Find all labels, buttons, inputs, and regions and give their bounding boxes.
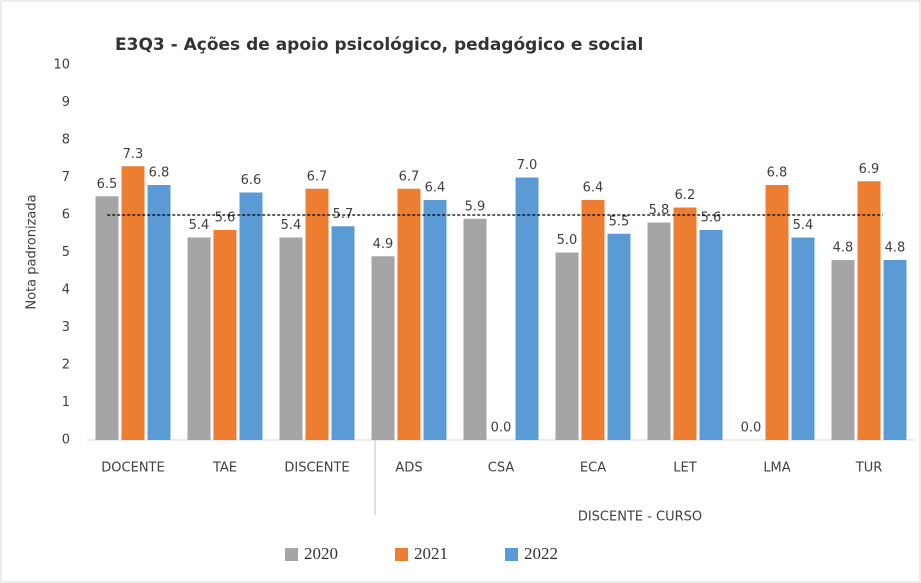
data-label: 0.0 [491, 421, 512, 436]
bar [397, 188, 421, 440]
data-label: 5.4 [793, 218, 814, 233]
x-tick-label: ADS [395, 461, 422, 476]
y-tick-label: 4 [62, 283, 70, 298]
y-tick-label: 10 [53, 58, 70, 73]
bar [279, 237, 303, 440]
x-tick-label: LET [673, 461, 696, 476]
data-label: 5.7 [333, 207, 354, 222]
data-label: 5.4 [189, 218, 210, 233]
data-label: 4.8 [833, 241, 854, 256]
bar [95, 196, 119, 440]
legend-label: 2020 [304, 544, 338, 563]
y-tick-label: 9 [62, 95, 70, 110]
bar [371, 256, 395, 440]
group-label: DISCENTE - CURSO [578, 510, 702, 525]
bar [331, 226, 355, 440]
data-label: 6.6 [241, 173, 262, 188]
y-tick-label: 2 [62, 358, 70, 373]
legend: 2020 2021 2022 [285, 544, 558, 563]
x-tick-label: TUR [855, 461, 883, 476]
data-label: 6.4 [425, 181, 446, 196]
x-tick-label: DISCENTE [284, 461, 349, 476]
data-label: 6.7 [307, 169, 328, 184]
legend-swatch [505, 548, 518, 561]
bar [305, 188, 329, 440]
bar [831, 260, 855, 440]
y-tick-label: 5 [62, 245, 70, 260]
y-tick-label: 3 [62, 320, 70, 335]
legend-swatch [285, 548, 298, 561]
bar [423, 200, 447, 440]
data-label: 4.8 [885, 241, 906, 256]
data-label: 5.4 [281, 218, 302, 233]
data-label: 4.9 [373, 237, 394, 252]
bar [515, 177, 539, 440]
data-label: 6.5 [97, 177, 118, 192]
bar [239, 192, 263, 440]
bar [121, 166, 145, 440]
data-label: 6.7 [399, 169, 420, 184]
bar [673, 207, 697, 440]
data-label: 5.5 [609, 214, 630, 229]
x-tick-label: DOCENTE [101, 461, 164, 476]
data-label: 5.8 [649, 203, 670, 218]
data-label: 6.4 [583, 181, 604, 196]
x-tick-label: CSA [488, 461, 515, 476]
y-tick-label: 0 [62, 433, 70, 448]
bar [791, 237, 815, 440]
x-tick-label: TAE [212, 461, 237, 476]
bar [883, 260, 907, 440]
y-tick-label: 1 [62, 395, 70, 410]
y-tick-label: 7 [62, 170, 70, 185]
bar [581, 200, 605, 440]
bar [607, 233, 631, 440]
data-label: 7.3 [123, 147, 144, 162]
data-label: 6.9 [859, 162, 880, 177]
bar [187, 237, 211, 440]
legend-label: 2021 [414, 544, 448, 563]
data-label: 6.8 [149, 166, 170, 181]
data-label: 5.6 [215, 211, 236, 226]
bar [699, 230, 723, 440]
bar [147, 185, 171, 440]
legend-swatch [395, 548, 408, 561]
data-label: 7.0 [517, 158, 538, 173]
data-label: 5.0 [557, 233, 578, 248]
y-axis-label: Nota padronizada [25, 194, 40, 309]
legend-label: 2022 [524, 544, 558, 563]
y-tick-label: 8 [62, 133, 70, 148]
y-tick-label: 6 [62, 208, 70, 223]
data-label: 5.9 [465, 199, 486, 214]
data-label: 0.0 [741, 421, 762, 436]
x-tick-label: ECA [580, 461, 606, 476]
bar [555, 252, 579, 440]
bar [463, 218, 487, 440]
data-label: 6.8 [767, 166, 788, 181]
bar [765, 185, 789, 440]
bar [213, 230, 237, 440]
data-label: 5.6 [701, 211, 722, 226]
bar [647, 222, 671, 440]
chart-title: E3Q3 - Ações de apoio psicológico, pedag… [115, 35, 643, 55]
bar [857, 181, 881, 440]
data-label: 6.2 [675, 188, 696, 203]
x-tick-label: LMA [763, 461, 790, 476]
